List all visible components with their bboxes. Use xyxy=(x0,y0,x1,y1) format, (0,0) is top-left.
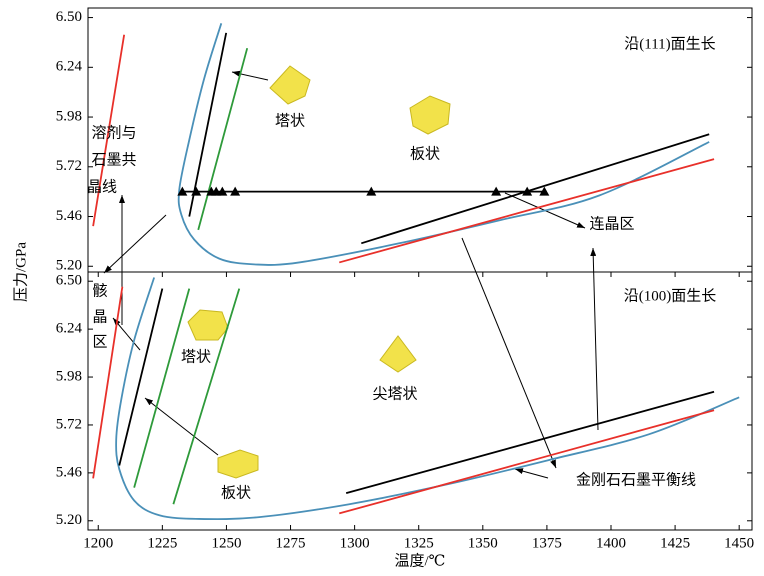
arrow xyxy=(232,72,268,80)
annotation: 金刚石石墨平衡线 xyxy=(576,471,696,488)
y-tick-label: 5.98 xyxy=(56,368,82,384)
annotation: 区 xyxy=(92,334,107,350)
arrows xyxy=(104,72,598,478)
arrow xyxy=(104,215,166,273)
x-tick-label: 1225 xyxy=(147,535,177,551)
annotation: 塔状 xyxy=(275,112,305,129)
y-tick-label: 6.24 xyxy=(56,59,83,75)
crystal-icon xyxy=(218,450,258,478)
y-tick-label: 5.20 xyxy=(56,258,82,274)
annotation: 石墨共 xyxy=(91,151,136,168)
arrow xyxy=(593,248,598,430)
x-tick-label: 1200 xyxy=(83,535,113,551)
crystal-icon xyxy=(380,336,416,372)
data-line xyxy=(339,410,714,513)
x-tick-label: 1250 xyxy=(211,535,241,551)
y-tick-label: 5.98 xyxy=(56,108,82,124)
crystal-icon xyxy=(270,66,310,104)
y-tick-label: 5.72 xyxy=(56,158,82,174)
annotation: 晶 xyxy=(92,309,107,325)
x-tick-label: 1275 xyxy=(276,535,306,551)
annotation: 尖塔状 xyxy=(372,385,417,402)
annotation: 连晶区 xyxy=(589,215,634,232)
x-tick-label: 1400 xyxy=(596,535,626,551)
crystal-icon xyxy=(188,310,228,340)
data-line xyxy=(189,33,226,217)
y-tick-label: 6.50 xyxy=(56,9,82,25)
annotation: 板状 xyxy=(221,483,251,501)
x-tick-label: 1450 xyxy=(724,535,754,551)
x-tick-label: 1350 xyxy=(468,535,498,551)
x-tick-label: 1375 xyxy=(532,535,562,551)
y-axis-label: 压力/GPa xyxy=(12,242,29,302)
y-tick-label: 5.20 xyxy=(56,512,82,528)
annotation: 塔状 xyxy=(181,348,211,365)
chart: 5.205.465.725.986.246.50沿(111)面生长塔状板状溶剂与… xyxy=(0,0,764,576)
annotation: 骸 xyxy=(92,282,107,299)
y-tick-label: 5.46 xyxy=(56,208,83,224)
annotation: 沿(111)面生长 xyxy=(624,35,715,52)
annotation: 沿(100)面生长 xyxy=(624,287,717,304)
data-line xyxy=(134,289,189,488)
y-tick-label: 6.50 xyxy=(56,273,82,289)
x-tick-label: 1325 xyxy=(404,535,434,551)
annotation: 晶线 xyxy=(87,178,117,195)
x-tick-label: 1300 xyxy=(340,535,370,551)
y-tick-label: 6.24 xyxy=(56,321,83,337)
x-tick-label: 1425 xyxy=(660,535,690,551)
annotation: 板状 xyxy=(410,144,440,162)
arrow xyxy=(515,469,548,478)
y-tick-label: 5.46 xyxy=(56,464,83,480)
x-axis-label: 温度/℃ xyxy=(395,552,446,569)
y-tick-label: 5.72 xyxy=(56,416,82,432)
annotation: 溶剂与 xyxy=(91,124,136,141)
crystal-icon xyxy=(410,96,450,134)
data-line xyxy=(339,159,714,262)
